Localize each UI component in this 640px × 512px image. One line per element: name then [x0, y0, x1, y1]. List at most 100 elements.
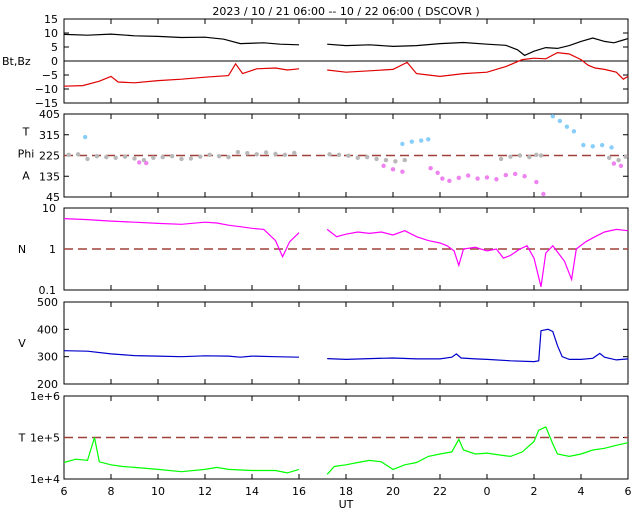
phi-point-phi-sky [82, 134, 88, 140]
phi-ytick-label: 225 [39, 150, 60, 163]
phi-point-phi-gray [207, 152, 212, 158]
panels: 151050−5−10−15Bt,Bz40531522513545TPhiA10… [2, 13, 632, 498]
phi-ytick-label: 315 [39, 129, 60, 142]
phi-point-phi-violet [466, 173, 471, 178]
speed-ytick-label: 400 [37, 323, 58, 336]
x-tick-label: 16 [292, 485, 306, 498]
mag-line-Bz [63, 51, 629, 87]
x-tick-label: 0 [484, 485, 491, 498]
phi-point-phi-sky [581, 142, 586, 148]
temp-ytick-label: 1e+4 [30, 473, 60, 486]
phi-point-phi-violet [611, 161, 617, 166]
temp-ylabel: T [18, 432, 26, 445]
density-ytick-label: 1 [49, 243, 56, 256]
speed-panel: 500 400 300 200 V [18, 296, 629, 391]
phi-point-phi-gray [245, 150, 250, 156]
x-tick-label: 22 [433, 485, 447, 498]
x-tick-label: 10 [151, 485, 165, 498]
phi-point-phi-gray [336, 152, 342, 158]
phi-point-phi-gray [364, 154, 370, 160]
phi-point-phi-sky [609, 145, 614, 150]
phi-point-phi-gray [122, 154, 128, 159]
phi-point-phi-gray [141, 157, 147, 163]
phi-ytick-label: 45 [46, 191, 60, 204]
phi-point-phi-violet [522, 174, 527, 179]
phi-point-phi-gray [104, 154, 109, 160]
mag-ytick-label: 10 [44, 27, 58, 40]
mag-line-Bt [63, 33, 629, 57]
phi-point-phi-violet [484, 175, 490, 180]
phi-point-phi-gray [113, 155, 118, 161]
mag-ytick-label: −15 [35, 97, 58, 110]
phi-point-phi-violet [494, 177, 499, 182]
mag-ytick-label: 0 [51, 55, 58, 68]
x-tick-label: 4 [578, 485, 585, 498]
phi-point-phi-sky [599, 142, 605, 148]
temp-panel: 1e+6 1e+5 1e+4 T [18, 390, 629, 486]
phi-point-phi-gray [623, 154, 628, 159]
phi-point-phi-violet [447, 178, 452, 184]
phi-point-phi-sky [409, 139, 414, 144]
speed-line-V [63, 328, 629, 363]
phi-point-phi-gray [151, 155, 156, 161]
density-line-N [63, 218, 629, 287]
phi-point-phi-gray [498, 156, 504, 162]
x-tick-label: 6 [61, 485, 68, 498]
phi-point-phi-gray [346, 153, 351, 158]
phi-point-phi-violet [137, 160, 142, 165]
phi-point-phi-sky [590, 144, 595, 149]
phi-point-phi-sky [550, 114, 555, 119]
density-ylabel: N [18, 243, 26, 256]
phi-point-phi-gray [292, 150, 297, 156]
phi-point-phi-gray [402, 157, 407, 163]
phi-point-phi-gray [94, 153, 100, 159]
phi-point-phi-gray [226, 154, 231, 160]
density-panel: 10 1 0.1 N [18, 202, 629, 297]
phi-point-phi-violet [475, 176, 480, 181]
phi-point-phi-gray [85, 156, 90, 162]
phi-point-phi-sky [419, 138, 424, 143]
mag-ytick-label: 15 [44, 13, 58, 26]
phi-point-phi-violet [440, 176, 445, 181]
phi-point-phi-gray [527, 154, 532, 160]
phi-point-phi-violet [435, 170, 440, 175]
phi-point-phi-sky [564, 124, 570, 129]
phi-point-phi-gray [198, 154, 203, 159]
phi-point-phi-violet [618, 163, 624, 169]
mag-ytick-label: −5 [42, 69, 58, 82]
speed-frame [63, 301, 629, 385]
temp-line-T [63, 426, 629, 475]
phi-point-phi-violet [541, 191, 546, 197]
temp-ytick-label: 1e+5 [30, 432, 60, 445]
phi-point-phi-gray [75, 152, 81, 157]
speed-ytick-label: 500 [37, 296, 58, 309]
phi-point-phi-gray [188, 156, 194, 161]
phi-point-phi-gray [607, 155, 612, 161]
chart-title: 2023 / 10 / 21 06:00 -- 10 / 22 06:00 ( … [212, 5, 479, 18]
phi-point-phi-violet [400, 169, 405, 174]
phi-point-phi-sky [400, 141, 405, 147]
phi-point-phi-gray [538, 153, 544, 158]
phi-point-phi-gray [169, 153, 175, 159]
phi-point-phi-gray [393, 159, 398, 164]
phi-point-phi-gray [534, 152, 539, 158]
mag-ytick-label: 5 [51, 41, 58, 54]
phi-ytick-label: 135 [39, 170, 60, 183]
speed-ytick-label: 200 [37, 378, 58, 391]
phi-point-phi-gray [508, 154, 513, 159]
temp-ytick-label: 1e+6 [30, 390, 60, 403]
phi-point-phi-violet [144, 160, 149, 166]
x-axis-title: UT [339, 498, 354, 511]
speed-ylabel: V [18, 337, 26, 350]
phi-point-phi-violet [503, 172, 508, 178]
phi-point-phi-sky [557, 118, 563, 124]
x-tick-label: 12 [198, 485, 212, 498]
phi-point-phi-violet [456, 175, 461, 181]
phi-point-phi-gray [160, 154, 165, 160]
phi-point-phi-violet [428, 165, 433, 171]
x-tick-label: 18 [339, 485, 353, 498]
phi-point-phi-gray [132, 156, 137, 161]
x-tick-label: 20 [386, 485, 400, 498]
